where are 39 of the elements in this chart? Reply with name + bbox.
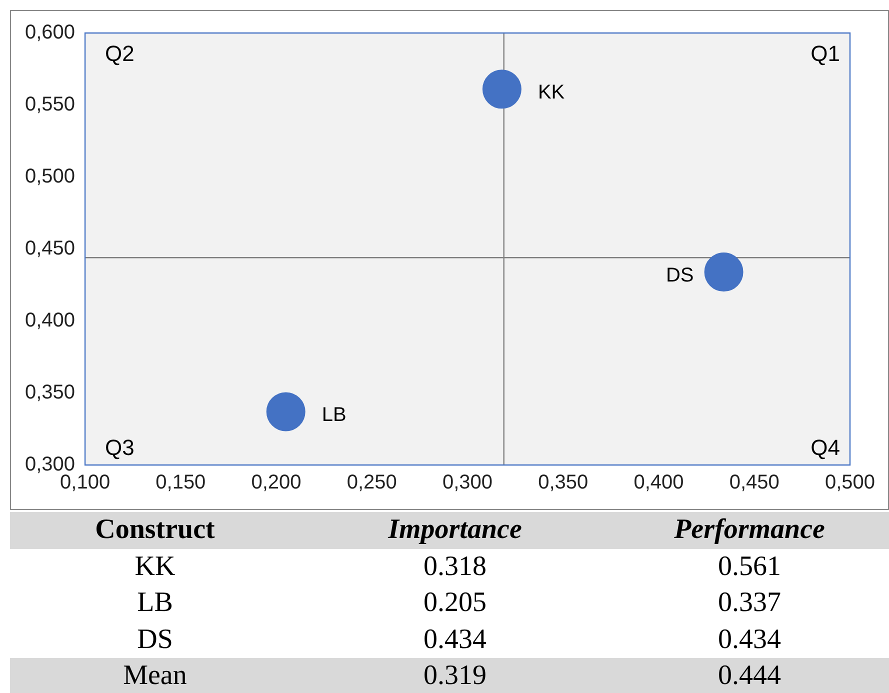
annotation: Q4 (810, 435, 840, 460)
point (704, 252, 744, 292)
text: 0.337 (717, 586, 782, 620)
text: 0.434 (717, 622, 782, 657)
x-tick-label: 0,400 (634, 472, 684, 494)
series-label: DS (666, 264, 694, 287)
text: 0.318 (422, 550, 488, 584)
text: Construct (10, 512, 300, 548)
text: 0.561 (717, 550, 782, 584)
annotation: Q2 (105, 41, 134, 66)
text: Mean (10, 658, 300, 693)
point (266, 392, 306, 432)
text: 0.205 (422, 586, 488, 620)
x-tick-label: 0,350 (538, 472, 588, 494)
x-tick-label: 0,150 (156, 472, 206, 494)
series-label: LB (322, 404, 346, 426)
x-tick-label: 0,200 (251, 472, 302, 494)
y-tick-label: 0,450 (24, 238, 76, 260)
x-tick-label: 0,500 (824, 472, 876, 494)
text: 0.434 (422, 622, 488, 657)
text: Importance (300, 512, 610, 548)
y-tick-label: 0,600 (24, 22, 76, 44)
point (482, 70, 522, 109)
y-tick-label: 0,400 (24, 310, 76, 332)
text: 0.444 (610, 658, 889, 693)
x-tick-label: 0,300 (442, 472, 493, 494)
y-tick-label: 0,350 (24, 382, 76, 404)
text: KK (134, 550, 176, 584)
annotation: Q3 (105, 435, 134, 460)
y-tick-label: 0,550 (24, 94, 76, 116)
text: Performance (610, 512, 889, 548)
annotation: Q1 (810, 41, 840, 66)
x-tick-label: 0,250 (346, 472, 397, 494)
text: 0.319 (300, 658, 610, 693)
y-tick-label: 0,500 (24, 166, 76, 188)
series-label: KK (538, 82, 566, 104)
x-tick-label: 0,450 (729, 472, 780, 494)
text: LB (136, 586, 174, 620)
text: DS (136, 622, 174, 657)
